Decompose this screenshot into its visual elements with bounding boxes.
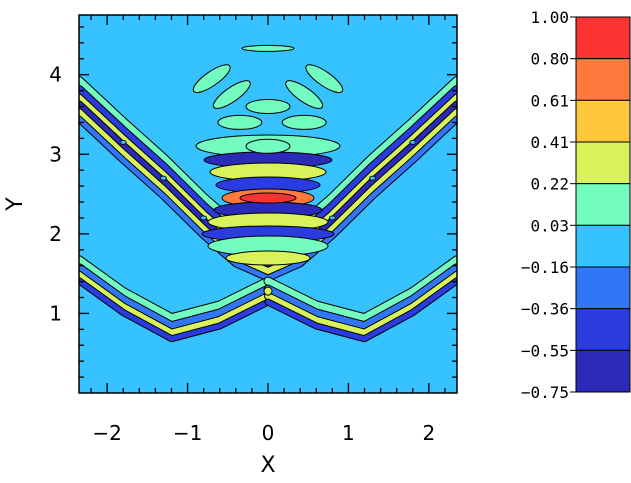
upper-lobe-5: [281, 114, 327, 130]
central-fringe-max: [239, 192, 297, 204]
upper-v-dot: [369, 175, 376, 181]
colorbar-band-0: [575, 16, 631, 60]
colorbar-band-8: [575, 349, 631, 393]
cbar-label-6: −0.16: [521, 258, 569, 277]
cbar-label-2: 0.61: [530, 91, 569, 110]
upper-lobe-7: [245, 138, 291, 154]
cbar-label-1: 0.80: [530, 50, 569, 69]
x-tick-label-0: −2: [92, 421, 121, 445]
contour-features: [79, 44, 457, 343]
colorbar-band-5: [575, 224, 631, 268]
x-axis-title: X: [260, 453, 275, 478]
lower-left-band-blue: [79, 264, 272, 330]
y-axis-title: Y: [3, 197, 28, 212]
central-fringe-9: [225, 250, 311, 266]
axis-ticks: [79, 15, 457, 393]
lower-right-band-lime: [265, 271, 457, 336]
lower-left-band-mint: [79, 256, 272, 322]
colorbar-band-7: [575, 308, 631, 351]
lower-right-band-mint: [264, 256, 457, 322]
y-tick-label-2: 3: [49, 142, 62, 166]
upper-lobe-2: [285, 80, 324, 109]
colorbar-band-3: [575, 141, 631, 185]
crossing-spot: [263, 286, 273, 296]
upper-lobe-1: [212, 80, 251, 109]
colorbar-band-6: [575, 266, 631, 310]
lower-right-band-blue: [264, 264, 457, 330]
upper-v-dot: [409, 139, 417, 145]
plot-area: [79, 15, 457, 393]
top-lobe: [241, 44, 295, 52]
x-tick-label-4: 2: [422, 421, 435, 445]
cbar-label-4: 0.22: [530, 175, 569, 194]
upper-v-dot: [160, 175, 167, 181]
upper-lobe-3: [305, 64, 344, 94]
upper-v-band-inner-lime: [79, 109, 457, 275]
upper-v-dot: [200, 215, 208, 221]
cbar-label-7: −0.36: [521, 300, 569, 319]
x-tick-label-2: 0: [262, 421, 275, 445]
colorbar: [570, 16, 631, 393]
lower-left-band-lime: [79, 271, 271, 336]
x-tick-label-1: −1: [173, 421, 202, 445]
y-tick-label-1: 2: [49, 222, 62, 246]
colorbar-band-4: [575, 183, 631, 226]
colorbar-band-2: [575, 99, 631, 143]
cbar-label-0: 1.00: [530, 8, 569, 27]
upper-lobe-0: [192, 64, 231, 94]
y-tick-label-0: 1: [49, 301, 62, 325]
cbar-label-3: 0.41: [530, 133, 569, 152]
lower-right-band-royal: [265, 278, 457, 342]
cbar-label-5: 0.03: [530, 216, 569, 235]
cbar-label-8: −0.55: [521, 341, 569, 360]
x-tick-label-3: 1: [342, 421, 355, 445]
upper-lobe-4: [217, 114, 263, 130]
y-tick-label-3: 4: [49, 63, 62, 87]
upper-v-dot: [119, 139, 127, 145]
colorbar-band-1: [575, 58, 631, 101]
upper-lobe-6: [245, 99, 291, 115]
lower-left-band-royal: [79, 278, 271, 342]
upper-v-dot: [328, 215, 336, 221]
cbar-label-9: −0.75: [521, 383, 569, 402]
